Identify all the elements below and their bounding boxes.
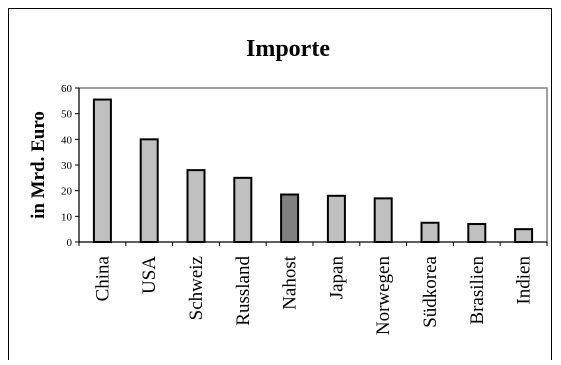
bar-indien — [514, 228, 534, 244]
y-tick-label: 50 — [61, 109, 73, 121]
bar-schweiz — [186, 169, 206, 243]
chart-title: Importe — [246, 36, 330, 62]
x-tick-label: Brasilien — [467, 256, 488, 325]
bar-norwegen — [373, 197, 393, 244]
x-tick-label: Südkorea — [420, 255, 441, 327]
x-tick-label: Indien — [514, 256, 535, 305]
y-tick-label: 10 — [61, 211, 73, 223]
y-tick-label: 40 — [61, 134, 73, 146]
x-tick-label: Norwegen — [373, 256, 394, 336]
bar-russland — [233, 176, 253, 243]
y-tick-label: 0 — [67, 237, 73, 249]
y-tick-label: 20 — [61, 186, 73, 198]
bar-usa — [139, 138, 159, 243]
x-tick-label: Japan — [326, 256, 347, 300]
bar-südkorea — [420, 221, 440, 243]
x-tick-label: Russland — [233, 256, 254, 326]
y-axis-label: in Mrd. Euro — [28, 111, 49, 219]
bar-japan — [326, 194, 346, 244]
x-tick-label: USA — [139, 256, 160, 294]
y-tick-label: 30 — [61, 160, 73, 172]
bar-china — [92, 98, 112, 243]
bar-nahost — [280, 193, 300, 243]
bar-brasilien — [467, 223, 487, 244]
x-tick-label: Schweiz — [186, 256, 207, 320]
y-tick-label: 60 — [61, 83, 73, 95]
x-tick-label: Nahost — [280, 255, 301, 310]
x-tick-label: China — [92, 255, 113, 301]
